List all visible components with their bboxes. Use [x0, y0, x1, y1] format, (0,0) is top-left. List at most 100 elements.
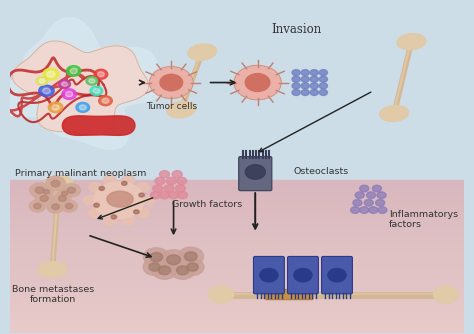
Circle shape [65, 92, 73, 97]
Circle shape [40, 195, 48, 201]
Circle shape [44, 190, 49, 194]
Circle shape [245, 165, 265, 179]
Polygon shape [0, 18, 165, 149]
FancyBboxPatch shape [321, 257, 353, 294]
Bar [10, 257, 464, 264]
Circle shape [66, 66, 81, 76]
Circle shape [184, 252, 197, 261]
Circle shape [360, 207, 369, 213]
Ellipse shape [380, 106, 409, 122]
Circle shape [54, 192, 71, 205]
Bar [10, 295, 464, 302]
Bar [10, 188, 464, 195]
Ellipse shape [188, 44, 217, 60]
Circle shape [58, 188, 72, 198]
Circle shape [149, 263, 160, 271]
Circle shape [175, 185, 185, 192]
Circle shape [260, 269, 278, 282]
Circle shape [122, 181, 127, 185]
Circle shape [102, 98, 109, 103]
Circle shape [176, 266, 189, 275]
Bar [10, 1, 464, 180]
Circle shape [65, 203, 73, 209]
Circle shape [104, 175, 116, 184]
Circle shape [292, 83, 300, 89]
Circle shape [61, 200, 77, 212]
Circle shape [366, 192, 375, 198]
Circle shape [164, 185, 174, 192]
Bar [10, 203, 464, 211]
Circle shape [63, 184, 81, 197]
Circle shape [122, 175, 135, 184]
Circle shape [150, 253, 163, 262]
Text: Inflammatorys
factors: Inflammatorys factors [389, 210, 458, 229]
Text: Primary malinant neoplasm: Primary malinant neoplasm [15, 169, 146, 178]
Circle shape [143, 259, 166, 275]
Ellipse shape [44, 176, 73, 192]
Circle shape [70, 68, 77, 73]
Circle shape [301, 90, 310, 96]
Bar [10, 302, 464, 310]
Circle shape [172, 171, 182, 178]
Circle shape [139, 193, 145, 197]
Circle shape [328, 269, 346, 282]
Circle shape [310, 90, 319, 96]
Circle shape [40, 187, 53, 197]
Text: Invasion: Invasion [271, 23, 321, 36]
Circle shape [166, 177, 176, 185]
Circle shape [58, 196, 66, 201]
Bar [10, 226, 464, 233]
Circle shape [178, 247, 203, 266]
Bar [10, 310, 464, 317]
Circle shape [94, 182, 144, 218]
Circle shape [319, 76, 328, 82]
Circle shape [292, 90, 300, 96]
Circle shape [99, 96, 112, 106]
Circle shape [46, 176, 65, 191]
Bar [10, 325, 464, 333]
Circle shape [52, 204, 59, 209]
Circle shape [52, 105, 59, 110]
Circle shape [292, 76, 300, 82]
Circle shape [301, 69, 310, 75]
Bar [10, 264, 464, 272]
Circle shape [170, 262, 195, 279]
Circle shape [158, 266, 171, 275]
Bar [10, 180, 464, 188]
Circle shape [152, 262, 177, 279]
Ellipse shape [433, 286, 458, 303]
Circle shape [144, 248, 169, 267]
Circle shape [234, 65, 281, 100]
Circle shape [30, 183, 50, 197]
FancyBboxPatch shape [288, 257, 319, 294]
Circle shape [187, 263, 198, 271]
Bar [10, 317, 464, 325]
Circle shape [89, 183, 101, 192]
Circle shape [36, 76, 48, 85]
Bar [10, 241, 464, 249]
Circle shape [355, 192, 364, 198]
Text: Growth factors: Growth factors [173, 200, 243, 209]
Circle shape [169, 191, 179, 199]
Circle shape [35, 187, 44, 193]
Circle shape [83, 195, 96, 205]
Circle shape [153, 185, 163, 192]
Circle shape [167, 255, 181, 265]
Circle shape [377, 192, 386, 198]
Circle shape [134, 210, 139, 214]
Polygon shape [63, 116, 135, 135]
Circle shape [177, 177, 187, 185]
Circle shape [142, 195, 155, 205]
Circle shape [373, 185, 382, 192]
Bar [10, 195, 464, 203]
Circle shape [94, 203, 99, 207]
Circle shape [99, 186, 104, 190]
Circle shape [67, 187, 75, 193]
Bar [10, 279, 464, 287]
Circle shape [160, 250, 187, 270]
Circle shape [160, 74, 182, 91]
Circle shape [51, 180, 60, 187]
FancyBboxPatch shape [266, 289, 313, 300]
Circle shape [310, 76, 319, 82]
Circle shape [301, 83, 310, 89]
